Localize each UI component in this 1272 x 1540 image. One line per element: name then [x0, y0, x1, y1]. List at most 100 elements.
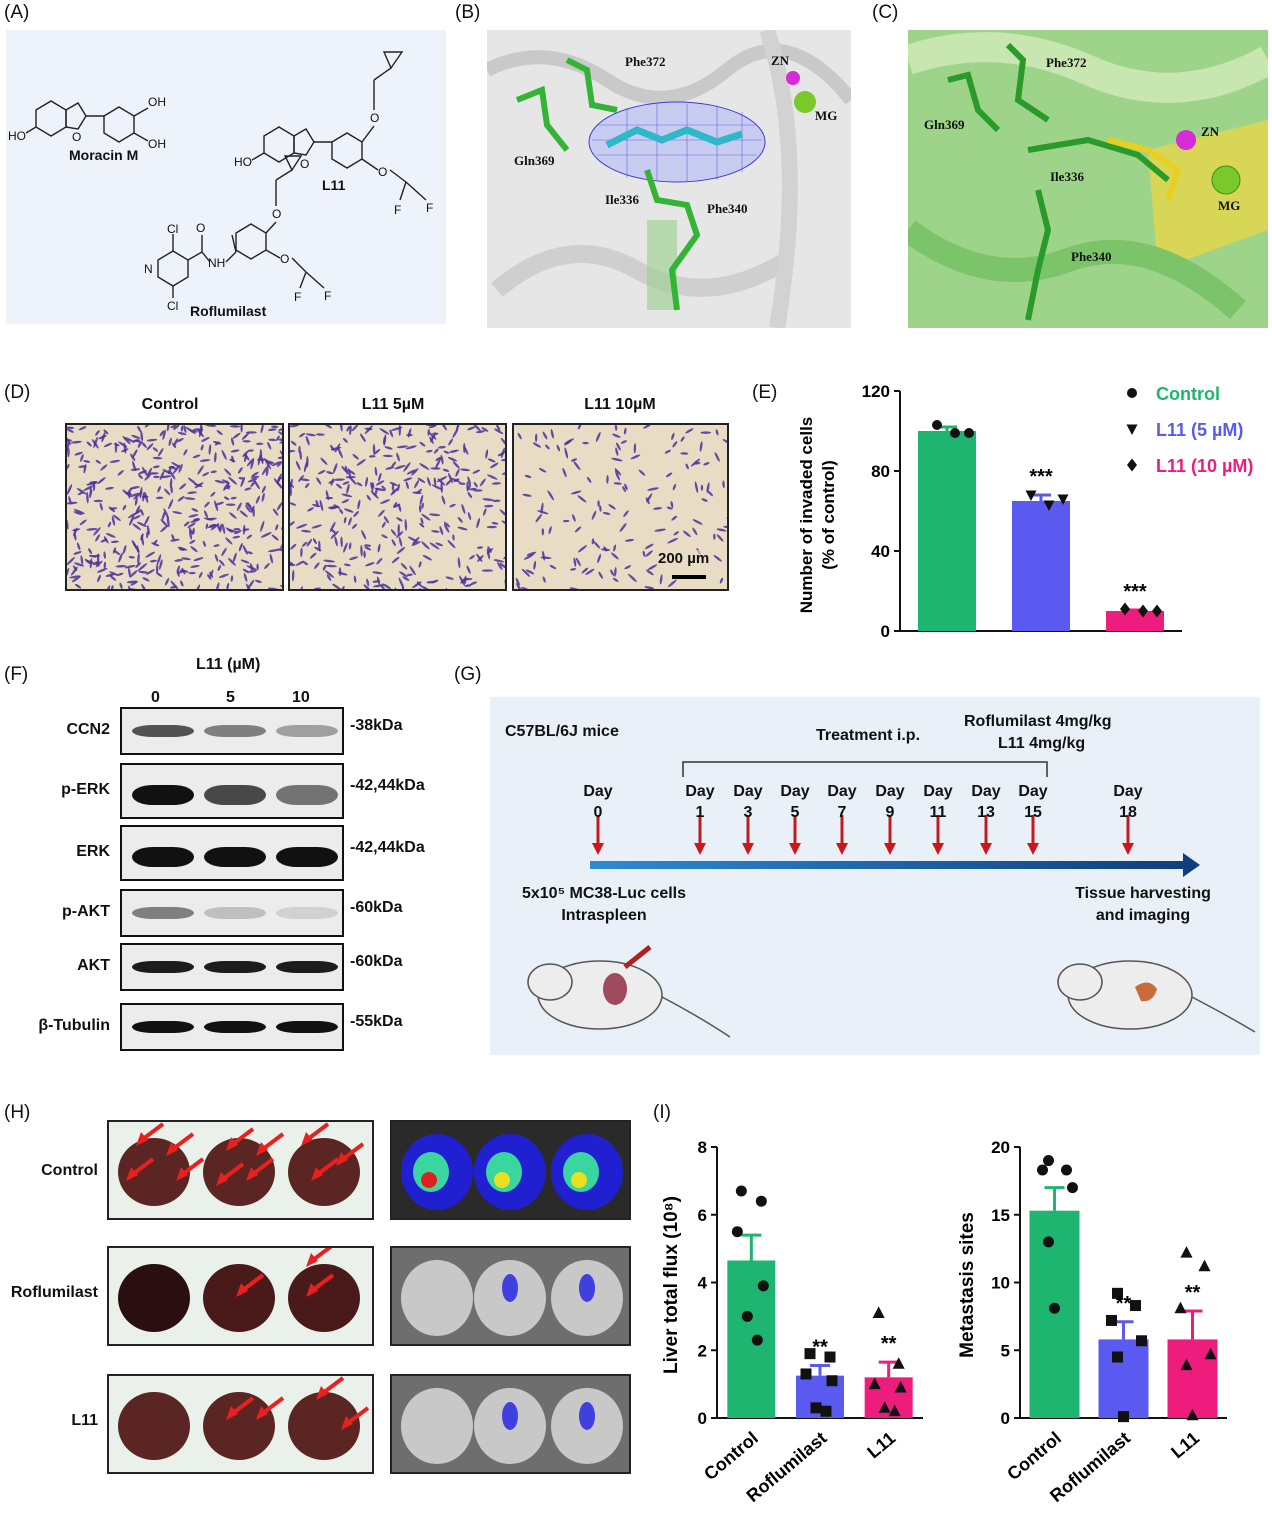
day-word: Day — [1108, 783, 1148, 801]
blot-band — [204, 1021, 266, 1033]
data-point — [752, 1335, 763, 1346]
l11-o-ether: O — [370, 111, 379, 125]
liver — [288, 1264, 360, 1332]
data-point — [756, 1196, 767, 1207]
l11-f2: F — [426, 201, 433, 215]
blot-row — [120, 825, 344, 881]
data-point — [821, 1406, 832, 1417]
significance-label: ** — [812, 1336, 828, 1358]
panel-label-a: (A) — [4, 2, 29, 24]
g-harvest-line1: Tissue harvesting — [1043, 885, 1243, 903]
liver-photo-svg — [109, 1248, 372, 1344]
y-tick-label: 120 — [862, 382, 890, 401]
blot-row — [120, 943, 344, 991]
signal-hot — [494, 1172, 510, 1188]
blot-band — [204, 725, 266, 737]
micrograph-control — [65, 423, 284, 591]
overlay-structure-svg: Phe372 Gln369 ZN Ile336 MG Phe340 — [908, 30, 1268, 328]
bioluminescence-svg — [392, 1248, 629, 1344]
panel-label-g: (G) — [454, 664, 481, 686]
blot-band — [132, 847, 194, 867]
bioluminescence-svg — [392, 1376, 629, 1472]
data-point — [1043, 1155, 1054, 1166]
wb-dose-5: 5 — [226, 689, 235, 707]
day-arrowhead — [592, 843, 604, 855]
blot-band — [204, 907, 266, 919]
panel-label-f: (F) — [4, 664, 28, 686]
l11-o: O — [300, 157, 309, 171]
data-point — [801, 1368, 812, 1379]
c-label-gln369: Gln369 — [924, 117, 965, 132]
b-label-phe372: Phe372 — [625, 54, 665, 69]
c-label-phe372: Phe372 — [1046, 55, 1086, 70]
micrograph-l11-5um — [288, 423, 507, 591]
wb-dose-10: 10 — [292, 689, 310, 707]
rof-o-ether: O — [272, 207, 281, 221]
data-point — [873, 1306, 885, 1318]
x-tick-label: L11 — [1167, 1428, 1203, 1463]
moracin-oh-top: OH — [148, 95, 166, 109]
l11-ho: HO — [234, 155, 252, 169]
y-tick-label: 15 — [991, 1206, 1010, 1225]
moracin-oh-bottom: OH — [148, 137, 166, 151]
g-cells-line1: 5x10⁵ MC38-Luc cells — [504, 885, 704, 903]
data-point — [1043, 1236, 1054, 1247]
data-point — [1112, 1352, 1123, 1363]
legend-marker — [1127, 388, 1137, 398]
day-arrowhead — [836, 843, 848, 855]
legend-label: L11 (10 µM) — [1156, 456, 1253, 476]
data-point — [1130, 1300, 1141, 1311]
data-point — [742, 1311, 753, 1322]
y-tick-label: 0 — [881, 622, 890, 641]
day-arrowhead — [884, 843, 896, 855]
y-tick-label: 40 — [871, 542, 890, 561]
rof-f1: F — [294, 290, 301, 304]
blot-row — [120, 889, 344, 937]
day-word: Day — [822, 783, 862, 801]
b-label-gln369: Gln369 — [514, 153, 555, 168]
panel-g-schedule: C57BL/6J mice Treatment i.p. Roflumilast… — [490, 697, 1260, 1055]
data-point — [736, 1186, 747, 1197]
legend-label: Control — [1156, 384, 1220, 404]
panel-c-overlay: Phe372 Gln369 ZN Ile336 MG Phe340 — [908, 30, 1268, 328]
panel-a-structures: OH OH HO O HO O O O F F O NH O O F F Cl … — [6, 30, 446, 324]
data-point — [950, 428, 960, 438]
blot-row — [120, 763, 344, 819]
c-label-mg: MG — [1218, 198, 1240, 213]
data-point — [732, 1226, 743, 1237]
blot-band — [132, 785, 194, 805]
panel-label-i: (I) — [653, 1102, 671, 1124]
blot-row — [120, 1003, 344, 1051]
rof-cl1: Cl — [167, 222, 178, 236]
data-point — [1180, 1246, 1192, 1258]
y-tick-label: 20 — [991, 1138, 1010, 1157]
day-number: 15 — [1013, 804, 1053, 822]
c-label-phe340: Phe340 — [1071, 249, 1111, 264]
bar — [1012, 501, 1070, 631]
bioluminescence-svg — [392, 1122, 629, 1218]
liver — [203, 1264, 275, 1332]
y-tick-label: 80 — [871, 462, 890, 481]
rof-nh: NH — [208, 256, 225, 270]
blot-kda-label: -60kDa — [350, 953, 402, 971]
day-word: Day — [728, 783, 768, 801]
l11-o-difluoro: O — [378, 165, 387, 179]
significance-label: ** — [1185, 1282, 1201, 1304]
rof-o-difluoro: O — [280, 252, 289, 266]
liver — [118, 1138, 190, 1206]
blot-kda-label: -38kDa — [350, 717, 402, 735]
data-point — [1049, 1303, 1060, 1314]
g-cells-line2: Intraspleen — [504, 907, 704, 925]
day-arrowhead — [1122, 843, 1134, 855]
b-label-ile336: Ile336 — [605, 192, 639, 207]
chart-i-flux-ylabel: Liver total flux (10⁸) — [661, 1196, 682, 1374]
data-point — [1061, 1165, 1072, 1176]
scale-bar — [672, 575, 706, 579]
data-point — [758, 1280, 769, 1291]
day-word: Day — [775, 783, 815, 801]
legend-marker — [1127, 425, 1138, 436]
signal-hot — [421, 1172, 437, 1188]
day-arrowhead — [1027, 843, 1039, 855]
